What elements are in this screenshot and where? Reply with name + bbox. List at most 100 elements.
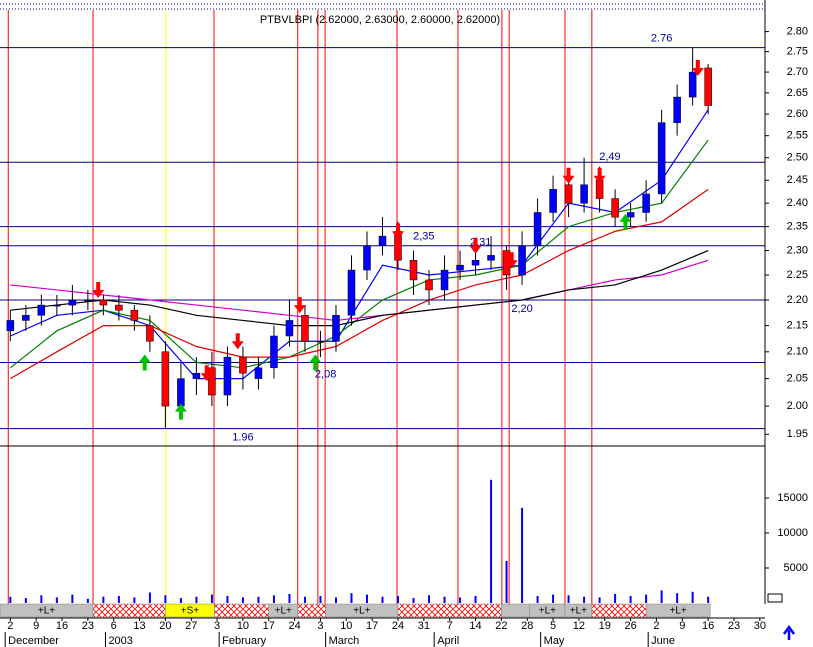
volume-bar: [536, 596, 539, 603]
y-tick-label: 2.20: [787, 294, 808, 306]
candle-body: [53, 304, 61, 307]
band: [501, 603, 531, 618]
x-tick-label: 22: [495, 620, 507, 632]
signal-arrow: [174, 403, 187, 420]
signal-arrow: [562, 167, 575, 184]
month-label: 2003: [108, 635, 132, 647]
volume-bar: [71, 594, 74, 603]
candle-body: [99, 299, 108, 306]
x-tick-label: 10: [237, 620, 249, 632]
volume-bar: [86, 598, 89, 603]
volume-bar: [490, 479, 493, 603]
candle-body: [208, 367, 216, 396]
y-tick-label: 2.65: [787, 87, 808, 99]
x-tick-label: 13: [133, 620, 145, 632]
candle-body: [84, 299, 92, 302]
candle-body: [239, 356, 247, 374]
candle-body: [425, 279, 433, 291]
candle-body: [440, 269, 449, 291]
volume-bar: [474, 596, 477, 603]
band-label: +L+: [570, 606, 587, 617]
x-tick-label: 12: [573, 620, 585, 632]
y-tick-label: 2.60: [787, 108, 808, 120]
volume-bar: [707, 596, 710, 603]
signal-arrow: [691, 59, 704, 76]
scroll-arrow[interactable]: [782, 624, 796, 640]
volume-bar: [334, 597, 337, 603]
x-tick-label: 3: [214, 620, 220, 632]
band-label: +L+: [539, 606, 556, 617]
scroll-box[interactable]: [767, 593, 783, 603]
y-tick-label: 2.15: [787, 320, 808, 332]
x-tick-label: 17: [263, 620, 275, 632]
volume-bar: [567, 595, 570, 603]
volume-bar: [583, 596, 586, 603]
volume-bar: [676, 593, 679, 603]
signal-arrow: [309, 354, 322, 371]
candle-body: [6, 320, 15, 332]
band: [92, 603, 166, 618]
signal-arrow: [593, 167, 606, 184]
candle-body: [487, 255, 495, 261]
candle-body: [146, 325, 154, 342]
month-label: May: [544, 635, 565, 647]
volume-bar: [9, 596, 12, 603]
level-label: 1.96: [232, 431, 253, 443]
volume-bar: [24, 598, 27, 603]
candle-body: [347, 269, 356, 316]
candle-body: [564, 184, 573, 204]
volume-bar: [117, 596, 120, 603]
y-tick-label: 15000: [777, 492, 808, 504]
volume-bar: [55, 597, 58, 603]
volume-bar: [164, 595, 167, 603]
x-tick-label: 31: [418, 620, 430, 632]
signal-arrow: [231, 333, 244, 350]
volume-bar: [303, 596, 306, 603]
volume-bar: [148, 592, 151, 603]
x-tick-label: 9: [679, 620, 685, 632]
x-tick-label: 23: [728, 620, 740, 632]
y-tick-label: 2.30: [787, 244, 808, 256]
candle-body: [549, 189, 557, 213]
volume-bar: [319, 596, 322, 603]
month-label: April: [437, 635, 459, 647]
volume-bar: [505, 561, 508, 603]
y-tick-label: 10000: [777, 527, 808, 539]
candle-body: [130, 309, 139, 321]
candle-body: [611, 198, 619, 218]
signal-arrow: [505, 252, 518, 269]
signal-arrow: [92, 281, 105, 298]
volume-bar: [241, 597, 244, 603]
x-tick-label: 2: [653, 620, 659, 632]
volume-bar: [645, 594, 648, 603]
band: [297, 603, 326, 618]
volume-bar: [412, 598, 415, 603]
volume-bar: [210, 594, 213, 603]
candle-body: [363, 245, 371, 271]
volume-bar: [179, 598, 182, 603]
candle-body: [704, 67, 712, 106]
x-tick-label: 17: [366, 620, 378, 632]
x-tick-label: 14: [469, 620, 481, 632]
x-tick-label: 23: [82, 620, 94, 632]
volume-bar: [598, 597, 601, 603]
candle-body: [285, 320, 294, 337]
moving-average: [10, 259, 709, 322]
volume-bar: [629, 596, 632, 603]
volume-bar: [614, 593, 617, 603]
level-label: 2,49: [599, 151, 620, 163]
volume-bar: [133, 597, 136, 603]
candle-body: [409, 260, 418, 281]
candle-body: [270, 335, 278, 369]
y-tick-label: 2.05: [787, 373, 808, 385]
level-label: 2,35: [413, 231, 434, 243]
band: [591, 603, 647, 618]
candle-body: [22, 315, 30, 321]
candle-body: [688, 71, 697, 98]
band-label: +S+: [181, 606, 200, 617]
x-tick-label: 10: [340, 620, 352, 632]
x-tick-label: 6: [111, 620, 117, 632]
signal-arrow: [392, 223, 405, 240]
y-tick-label: 2.55: [787, 130, 808, 142]
volume-bar: [397, 596, 400, 603]
